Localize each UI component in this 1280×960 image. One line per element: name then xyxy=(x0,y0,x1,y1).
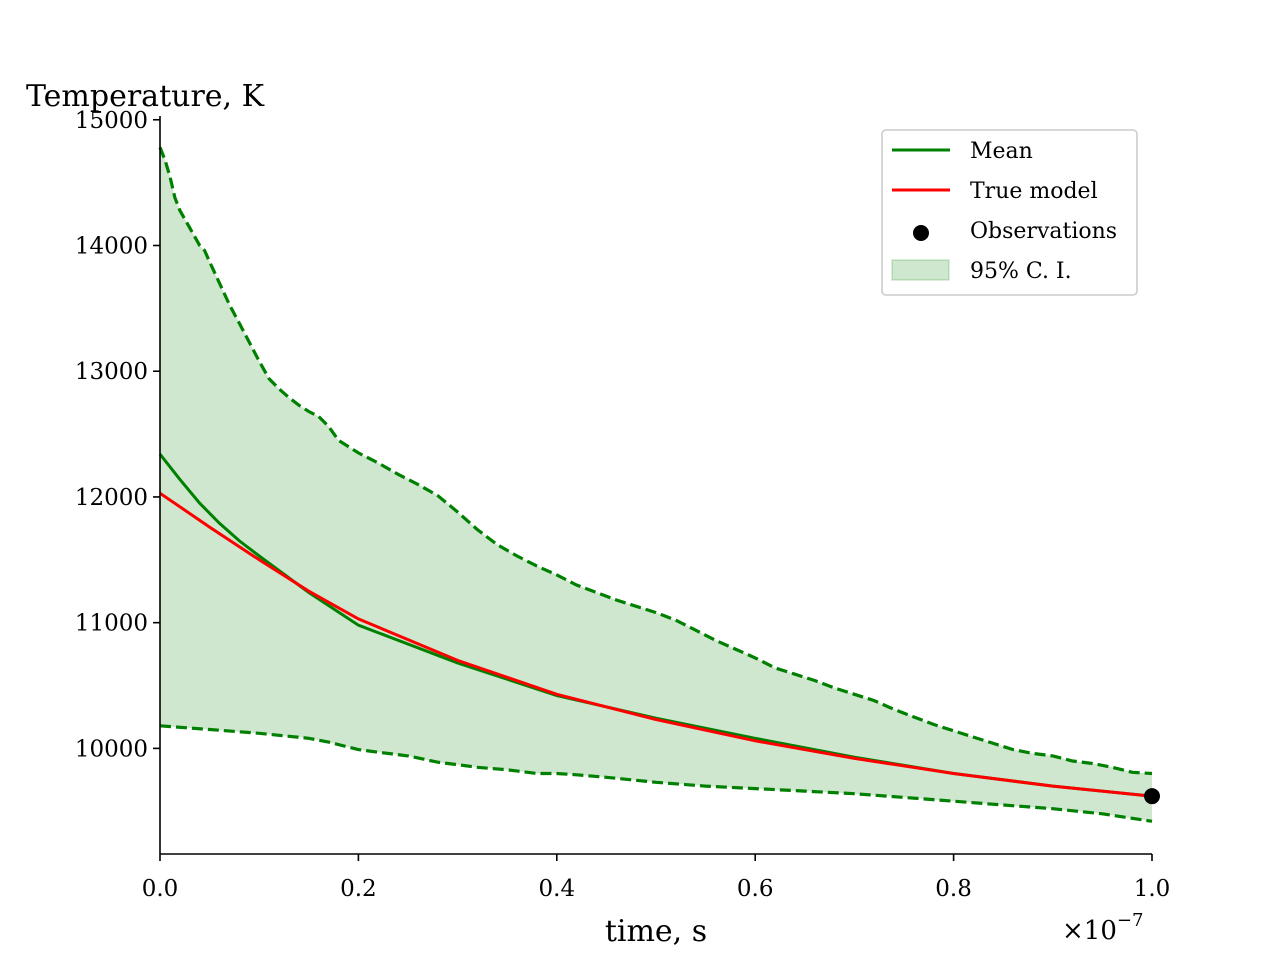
y-axis-title: Temperature, K xyxy=(26,79,265,114)
legend-label-mean: Mean xyxy=(970,139,1033,164)
legend-label-observations: Observations xyxy=(970,219,1117,244)
y-tick-label: 13000 xyxy=(75,359,148,385)
x-tick-label: 1.0 xyxy=(1134,876,1171,902)
ci-upper-bound-line xyxy=(158,146,1153,776)
y-tick-label: 11000 xyxy=(75,611,148,637)
x-tick-label: 0.6 xyxy=(737,876,774,902)
series-line-true-model xyxy=(159,491,1153,798)
observation-point xyxy=(1144,788,1160,805)
y-tick-label: 15000 xyxy=(75,108,148,134)
legend-label-true-model: True model xyxy=(970,179,1098,204)
legend: Mean True model Observations 95% C. I. xyxy=(881,129,1138,296)
ci-band-area xyxy=(160,147,1152,822)
x-tick-label: 0.4 xyxy=(539,876,576,902)
x-axis-multiplier-exponent: −7 xyxy=(1117,910,1144,931)
x-axis-multiplier-base: ×10 xyxy=(1062,916,1117,946)
x-tick-label: 0.2 xyxy=(340,876,377,902)
x-axis-title: time, s xyxy=(605,914,707,949)
x-tick-label: 0.8 xyxy=(935,876,972,902)
observation-points xyxy=(1144,788,1160,805)
y-tick-label: 10000 xyxy=(75,736,148,762)
y-tick-label: 14000 xyxy=(75,233,148,259)
x-tick-label: 0.0 xyxy=(142,876,179,902)
ci-lower-bound-line xyxy=(159,724,1153,823)
legend-frame xyxy=(881,129,1138,296)
y-tick-label: 12000 xyxy=(75,485,148,511)
legend-swatch-ci xyxy=(891,259,950,281)
axes xyxy=(159,116,1152,855)
legend-label-ci: 95% C. I. xyxy=(970,259,1072,284)
y-ticks: 10000 11000 12000 13000 14000 15000 xyxy=(75,108,160,762)
x-axis-multiplier: ×10−7 xyxy=(1062,910,1143,946)
x-ticks: 0.0 0.2 0.4 0.6 0.8 1.0 xyxy=(142,854,1171,902)
legend-swatch-observations xyxy=(913,225,929,241)
